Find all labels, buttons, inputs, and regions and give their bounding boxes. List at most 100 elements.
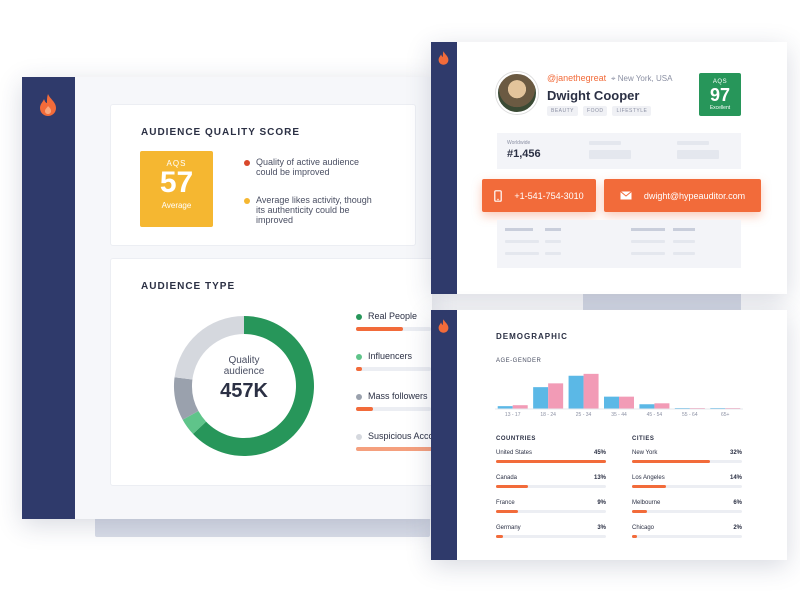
age-tick-label: 13 - 17 [504, 412, 521, 418]
window-shadow [583, 292, 741, 310]
profile-name: Dwight Cooper [547, 88, 640, 103]
city-name: Melbourne [632, 500, 661, 506]
city-bar [632, 510, 742, 513]
location-pin-icon: ⌖ [611, 74, 616, 83]
donut-segment[interactable] [182, 411, 207, 434]
placeholder-block [677, 150, 719, 159]
age-axis: 13 - 17 18 - 24 25 - 34 35 - 44 45 - 54 55 - … [495, 412, 743, 418]
age-tick-label: 65+ [721, 412, 730, 418]
legend-dot [356, 394, 362, 400]
legend-bar [356, 367, 431, 371]
countries-title: COUNTRIES [496, 436, 536, 442]
countries-list: United States 45% Canada 13% France 9% Germany… [496, 450, 606, 550]
city-row[interactable]: Los Angeles 14% [632, 475, 742, 500]
influencer-profile-card: @janethegreat ⌖ New York, USA Dwight Coo… [431, 42, 787, 294]
sidebar [22, 77, 75, 519]
phone-icon [494, 189, 503, 202]
city-row[interactable]: New York 32% [632, 450, 742, 475]
placeholder-block [589, 150, 631, 159]
city-name: Los Angeles [632, 475, 665, 481]
aqs-label: AQS [712, 79, 728, 85]
rank-strip: Worldwide #1,456 [497, 133, 741, 169]
placeholder-line [589, 141, 621, 145]
country-value: 3% [597, 525, 606, 531]
age-gender-bar[interactable] [619, 396, 634, 409]
legend-label: Suspicious Accou [368, 431, 432, 441]
flame-logo-icon[interactable] [438, 51, 449, 65]
age-tick-label: 35 - 44 [611, 412, 627, 418]
age-tick-label: 45 - 54 [646, 412, 663, 418]
age-gender-bar[interactable] [568, 375, 584, 409]
cities-title: CITIES [632, 436, 655, 442]
aqs-badge: AQS 97 Excellent [699, 73, 741, 116]
quality-note: Average likes activity, though its authe… [256, 195, 372, 225]
aqs-grade: Average [161, 201, 192, 210]
profile-tags: BEAUTY FOOD LIFESTYLE [547, 106, 652, 116]
phone-number: +1-541-754-3010 [514, 190, 584, 201]
city-name: New York [632, 450, 658, 456]
age-tick-label: 25 - 34 [575, 412, 592, 418]
city-row[interactable]: Melbourne 6% [632, 500, 742, 525]
aqs-value: 57 [159, 166, 194, 199]
city-value: 32% [729, 450, 742, 456]
age-gender-bar[interactable] [512, 405, 528, 409]
age-tick-label: 18 - 24 [540, 412, 556, 418]
city-row[interactable]: Chicago 2% [632, 525, 742, 550]
country-name: Canada [496, 475, 518, 481]
profile-handle[interactable]: @janethegreat [547, 73, 607, 83]
aqs-grade: Excellent [709, 105, 731, 111]
legend-dot [356, 314, 362, 320]
age-gender-bar[interactable] [533, 387, 549, 409]
category-tag[interactable]: LIFESTYLE [612, 106, 652, 116]
country-bar [496, 460, 606, 463]
profile-sidebar [431, 42, 457, 294]
age-gender-bar[interactable] [604, 396, 619, 409]
category-tag[interactable]: BEAUTY [547, 106, 579, 116]
country-value: 45% [593, 450, 606, 456]
age-gender-chart [495, 373, 743, 410]
email-address: dwight@hypeauditor.com [643, 190, 746, 201]
category-tag[interactable]: FOOD [583, 106, 608, 116]
age-gender-bar[interactable] [548, 383, 564, 409]
country-value: 9% [597, 500, 606, 506]
age-tick-label: 55 - 64 [682, 412, 698, 418]
country-bar [496, 535, 606, 538]
flame-logo-icon[interactable] [39, 94, 57, 116]
cities-list: New York 32% Los Angeles 14% Melbourne 6% Chic… [632, 450, 742, 550]
audience-quality-title: AUDIENCE QUALITY SCORE [141, 127, 301, 138]
flame-logo-icon[interactable] [438, 319, 449, 333]
rank-label: Worldwide [507, 140, 531, 146]
age-gender-bar[interactable] [583, 373, 599, 409]
legend-label: Mass followers [368, 391, 428, 401]
country-row[interactable]: Germany 3% [496, 525, 606, 550]
city-bar [632, 535, 742, 538]
donut-segment[interactable] [192, 316, 314, 456]
audience-quality-card: AUDIENCE QUALITY SCORE AQS 57 Average Qu… [110, 104, 416, 246]
age-gender-bar[interactable] [639, 404, 655, 409]
country-value: 13% [593, 475, 606, 481]
demographic-sidebar [431, 310, 457, 560]
donut-center-value: 457K [220, 380, 268, 402]
age-gender-bar[interactable] [654, 403, 670, 409]
donut-segment[interactable] [174, 316, 244, 380]
country-row[interactable]: United States 45% [496, 450, 606, 475]
city-value: 6% [733, 500, 742, 506]
country-name: France [496, 500, 515, 506]
donut-center-label: audience [223, 366, 265, 377]
country-name: Germany [496, 525, 521, 531]
donut-segment[interactable] [174, 377, 199, 420]
country-row[interactable]: Canada 13% [496, 475, 606, 500]
audience-donut-chart [174, 316, 314, 456]
city-bar [632, 460, 742, 463]
email-button[interactable]: dwight@hypeauditor.com [604, 179, 761, 212]
quality-note: Quality of active audience could be impr… [256, 157, 360, 177]
phone-button[interactable]: +1-541-754-3010 [482, 179, 596, 212]
age-gender-bar[interactable] [497, 406, 513, 409]
donut-center: Quality audience 457K [166, 355, 322, 403]
avatar[interactable] [496, 72, 538, 114]
aqs-label: AQS [166, 159, 187, 168]
audience-type-card: AUDIENCE TYPE Quality audience 457K Real… [110, 258, 432, 486]
legend-dot [356, 434, 362, 440]
country-row[interactable]: France 9% [496, 500, 606, 525]
status-dot [244, 198, 250, 204]
